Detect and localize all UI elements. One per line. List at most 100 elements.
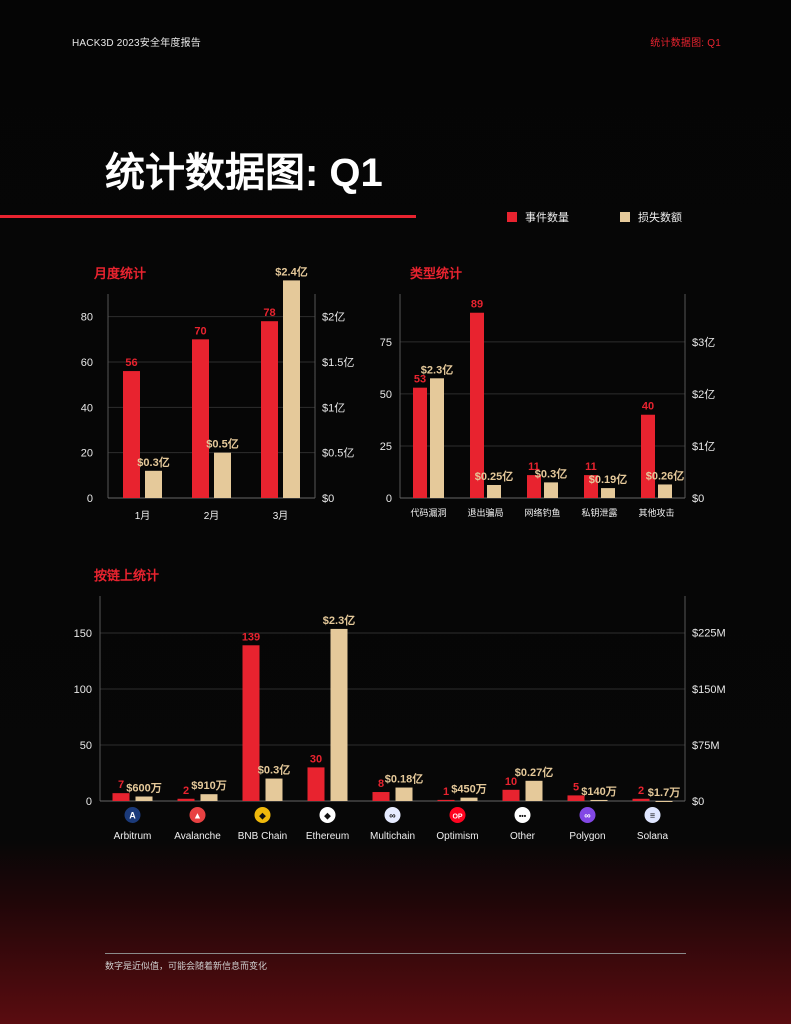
chain-right-tick-label: $150M xyxy=(692,684,726,696)
chain-left-tick-label: 50 xyxy=(80,740,92,752)
type-category-label: 退出骗局 xyxy=(467,507,503,518)
other-icon-glyph: ••• xyxy=(519,814,527,821)
chain-loss-label: $450万 xyxy=(451,783,486,796)
chain-bar-count xyxy=(632,798,650,801)
chain-bar-loss xyxy=(655,800,673,802)
type-bar-count xyxy=(641,414,655,498)
bnb-chain-icon xyxy=(254,807,271,823)
multichain-icon xyxy=(384,807,401,823)
type-category-label: 代码漏洞 xyxy=(410,507,446,518)
chain-bar-loss xyxy=(395,787,413,801)
chain-loss-label: $1.7万 xyxy=(648,786,680,799)
monthly-bar-loss xyxy=(283,280,300,498)
arbitrum-icon-glyph: A xyxy=(129,811,136,821)
chain-bar-loss xyxy=(135,796,153,801)
monthly-right-tick-label: $1亿 xyxy=(322,401,345,414)
type-left-tick-label: 0 xyxy=(386,493,392,505)
other-icon xyxy=(514,807,531,823)
report-header-section: 统计数据图: Q1 xyxy=(650,38,721,49)
chain-count-label: 2 xyxy=(183,785,189,797)
type-bar-loss xyxy=(544,482,558,498)
arbitrum-icon xyxy=(124,807,141,823)
monthly-left-tick-label: 20 xyxy=(81,448,93,460)
solana-icon-glyph: ≡ xyxy=(650,811,655,821)
type-bar-count xyxy=(470,312,484,498)
optimism-icon xyxy=(449,807,466,823)
legend-label-count: 事件数量 xyxy=(525,212,569,224)
monthly-bar-count xyxy=(192,339,209,498)
chain-category-label: Optimism xyxy=(436,831,478,842)
monthly-right-tick-label: $0 xyxy=(322,493,334,505)
chain-right-tick-label: $75M xyxy=(692,740,720,752)
chain-count-label: 7 xyxy=(118,779,124,791)
footer-note: 数字是近似值，可能会随着新信息而变化 xyxy=(105,961,268,971)
monthly-left-tick-label: 0 xyxy=(87,493,93,505)
type-count-label: 53 xyxy=(414,374,426,386)
type-right-tick-label: $1亿 xyxy=(692,440,715,453)
type-bar-count xyxy=(413,387,427,498)
legend-item-count: 事件数量 xyxy=(507,209,569,225)
chain-count-label: 139 xyxy=(242,631,260,643)
chain-right-tick-label: $0 xyxy=(692,796,704,808)
chain-bar-count xyxy=(437,799,455,801)
chain-bar-count xyxy=(502,789,520,801)
type-bar-loss xyxy=(658,484,672,498)
chain-bar-loss xyxy=(330,628,348,801)
type-bar-count xyxy=(527,475,541,498)
chain-bar-loss xyxy=(265,778,283,801)
monthly-loss-label: $2.4亿 xyxy=(275,264,307,278)
chain-bar-count xyxy=(567,795,585,801)
type-category-label: 其他攻击 xyxy=(638,507,674,518)
chain-category-label: Multichain xyxy=(370,831,415,842)
monthly-left-tick-label: 80 xyxy=(81,312,93,324)
polygon-icon-glyph: ∞ xyxy=(584,811,591,821)
monthly-left-tick-label: 40 xyxy=(81,402,93,414)
monthly-bar-loss xyxy=(145,470,162,498)
monthly-right-tick-label: $2亿 xyxy=(322,311,345,324)
polygon-icon xyxy=(579,807,596,823)
type-category-label: 网络钓鱼 xyxy=(524,507,560,518)
monthly-category-label: 1月 xyxy=(135,510,151,522)
chain-category-label: Avalanche xyxy=(174,831,221,842)
chain-bar-loss xyxy=(590,799,608,801)
type-right-tick-label: $3亿 xyxy=(692,336,715,349)
type-count-label: 11 xyxy=(528,461,540,473)
chain-loss-label: $0.18亿 xyxy=(385,772,424,786)
legend-swatch-count xyxy=(507,212,517,222)
monthly-right-tick-label: $1.5亿 xyxy=(322,356,354,369)
ethereum-icon xyxy=(319,807,336,823)
avalanche-icon xyxy=(189,807,206,823)
chain-loss-label: $0.3亿 xyxy=(258,763,290,777)
chain-count-label: 8 xyxy=(378,778,384,790)
type-loss-label: $2.3亿 xyxy=(421,362,453,376)
title-divider xyxy=(0,215,416,218)
monthly-bar-count xyxy=(123,371,140,498)
type-loss-label: $0.3亿 xyxy=(535,466,567,480)
chain-count-label: 30 xyxy=(310,753,322,765)
chain-category-label: Ethereum xyxy=(306,831,349,842)
monthly-count-label: 78 xyxy=(263,307,275,319)
chain-loss-label: $0.27亿 xyxy=(515,765,554,779)
bnb-chain-icon-glyph: ◆ xyxy=(259,811,266,821)
chain-count-label: 2 xyxy=(638,785,644,797)
monthly-count-label: 70 xyxy=(194,325,206,337)
monthly-category-label: 3月 xyxy=(273,510,289,522)
monthly-bar-count xyxy=(261,321,278,498)
type-category-label: 私钥泄露 xyxy=(581,507,617,518)
type-bar-loss xyxy=(601,488,615,498)
type-count-label: 89 xyxy=(471,299,483,311)
chain-bar-loss xyxy=(525,780,543,801)
monthly-count-label: 56 xyxy=(125,357,137,369)
type-bar-loss xyxy=(487,484,501,498)
solana-icon xyxy=(644,807,661,823)
chain-loss-label: $600万 xyxy=(126,782,161,795)
chain-loss-label: $910万 xyxy=(191,779,226,792)
type-right-tick-label: $2亿 xyxy=(692,388,715,401)
chain-count-label: 10 xyxy=(505,776,517,788)
chain-loss-label: $140万 xyxy=(581,785,616,798)
monthly-right-tick-label: $0.5亿 xyxy=(322,447,354,460)
monthly-bar-loss xyxy=(214,452,231,498)
type-loss-label: $0.25亿 xyxy=(475,469,514,483)
page-title: 统计数据图: Q1 xyxy=(105,151,383,195)
chain-bar-loss xyxy=(460,797,478,801)
